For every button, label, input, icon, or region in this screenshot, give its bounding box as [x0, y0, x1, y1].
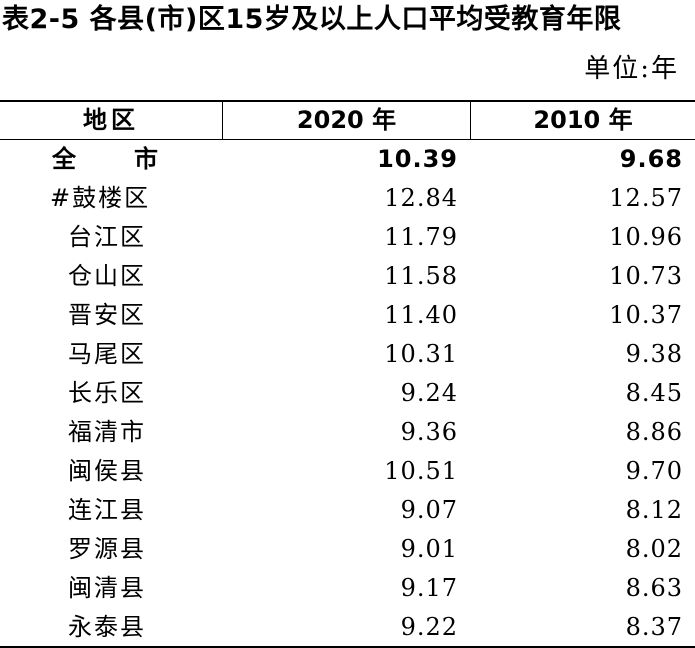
value-2010-cell: 8.02 — [625, 535, 683, 563]
value-2010-cell: 10.73 — [609, 262, 683, 290]
region-cell: 永泰县 — [68, 613, 146, 641]
region-cell: 晋安区 — [68, 301, 146, 329]
region-cell: 长乐区 — [68, 379, 146, 407]
value-2020-cell: 10.31 — [384, 340, 458, 368]
region-cell: 福清市 — [68, 418, 146, 446]
header-divider — [222, 102, 223, 139]
header-divider — [470, 102, 471, 139]
value-2020-cell: 9.36 — [400, 418, 458, 446]
value-2020-cell: 9.22 — [400, 613, 458, 641]
value-2010-cell: 8.37 — [625, 613, 683, 641]
value-2020-cell: 11.40 — [384, 301, 458, 329]
value-2020-cell: 11.58 — [384, 262, 458, 290]
value-2010-cell: 9.70 — [625, 457, 683, 485]
value-2010-cell: 8.63 — [625, 574, 683, 602]
region-cell: 仓山区 — [68, 262, 146, 290]
top-rule — [0, 100, 695, 102]
value-2020-cell: 9.01 — [400, 535, 458, 563]
value-2020-cell: 10.51 — [384, 457, 458, 485]
table-row: 福清市 9.36 8.86 — [0, 413, 695, 452]
value-2020-cell: 11.79 — [384, 223, 458, 251]
region-cell: 马尾区 — [68, 340, 146, 368]
bottom-rule — [0, 646, 695, 648]
value-2010-cell: 8.45 — [625, 379, 683, 407]
value-2020-cell: 9.24 — [400, 379, 458, 407]
region-cell: 闽侯县 — [68, 457, 146, 485]
table-row: 罗源县 9.01 8.02 — [0, 530, 695, 569]
unit-label: 单位:年 — [584, 54, 679, 84]
value-2020-cell: 10.39 — [377, 145, 458, 173]
region-cell: 连江县 — [68, 496, 146, 524]
header-rule — [0, 139, 695, 140]
value-2020-cell: 9.17 — [400, 574, 458, 602]
region-cell: 全市 — [52, 145, 216, 173]
table-row: 连江县 9.07 8.12 — [0, 491, 695, 530]
region-cell: 台江区 — [68, 223, 146, 251]
value-2010-cell: 10.37 — [609, 301, 683, 329]
table-row: 全市 10.39 9.68 — [0, 140, 695, 179]
region-cell: 罗源县 — [68, 535, 146, 563]
value-2010-cell: 9.68 — [619, 145, 683, 173]
table-row: 闽清县 9.17 8.63 — [0, 569, 695, 608]
table-row: 闽侯县 10.51 9.70 — [0, 452, 695, 491]
value-2010-cell: 12.57 — [609, 184, 683, 212]
value-2010-cell: 9.38 — [625, 340, 683, 368]
table-row: 永泰县 9.22 8.37 — [0, 608, 695, 647]
region-cell: 闽清县 — [68, 574, 146, 602]
column-header-2010: 2010 年 — [533, 106, 633, 134]
value-2020-cell: 12.84 — [384, 184, 458, 212]
table-row: #鼓楼区 12.84 12.57 — [0, 179, 695, 218]
value-2010-cell: 8.12 — [625, 496, 683, 524]
table-body: 全市 10.39 9.68 #鼓楼区 12.84 12.57 台江区 11.79… — [0, 140, 695, 647]
table-row: 马尾区 10.31 9.38 — [0, 335, 695, 374]
table-title: 表2-5 各县(市)区15岁及以上人口平均受教育年限 — [2, 4, 622, 35]
value-2010-cell: 10.96 — [609, 223, 683, 251]
region-cell: #鼓楼区 — [50, 184, 151, 212]
value-2020-cell: 9.07 — [400, 496, 458, 524]
table-row: 仓山区 11.58 10.73 — [0, 257, 695, 296]
column-header-region: 地区 — [83, 106, 139, 134]
column-header-2020: 2020 年 — [296, 106, 397, 134]
table-row: 长乐区 9.24 8.45 — [0, 374, 695, 413]
table-row: 台江区 11.79 10.96 — [0, 218, 695, 257]
value-2010-cell: 8.86 — [625, 418, 683, 446]
table-row: 晋安区 11.40 10.37 — [0, 296, 695, 335]
